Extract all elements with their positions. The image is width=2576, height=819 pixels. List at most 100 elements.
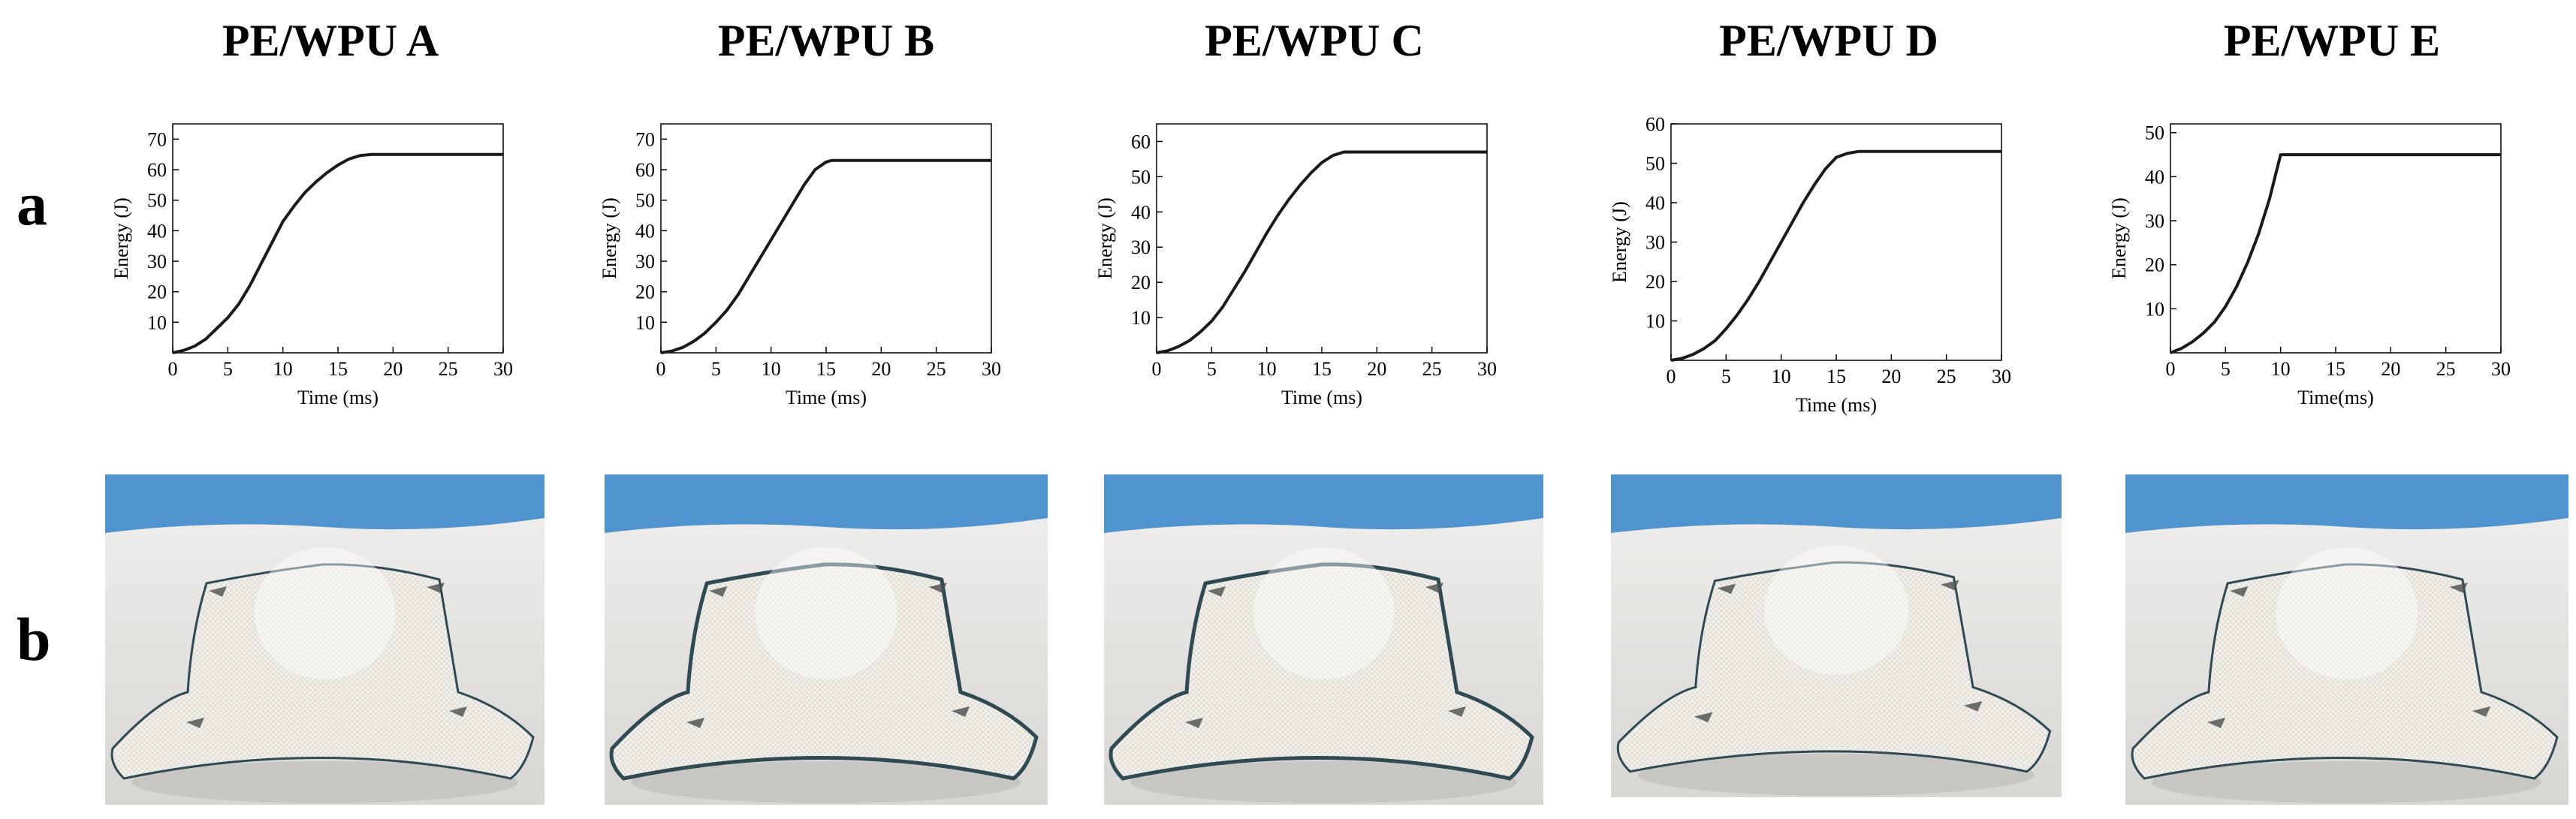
chart-e-energy-line <box>2170 153 2501 354</box>
chart-c-ytick-label-0: 10 <box>1131 307 1151 329</box>
chart-c-xlabel: Time (ms) <box>1281 387 1362 408</box>
chart-b-xtick-label-0: 0 <box>656 358 666 380</box>
chart-c-xtick-label-0: 0 <box>1152 358 1162 380</box>
chart-d-energy-line <box>1670 149 2001 362</box>
chart-b-xtick-label-5: 25 <box>927 358 946 380</box>
panel-title-a: PE/WPU A <box>222 16 439 65</box>
sample-photo-b <box>605 474 1048 805</box>
photo-a-clamp-mark-0 <box>209 586 227 597</box>
chart-a-ytick-label-1: 20 <box>147 282 167 303</box>
photo-d-shadow <box>1638 754 2035 796</box>
chart-b-xtick-label-6: 30 <box>982 358 1001 380</box>
photo-a-dome-highlight <box>254 547 396 679</box>
chart-c-frame <box>1156 123 1488 354</box>
chart-c-xtick-label-5: 25 <box>1422 358 1442 380</box>
chart-a-ytick-label-2: 30 <box>147 251 167 272</box>
chart-a-ylabel: Energy (J) <box>110 197 132 279</box>
chart-b-xtick-label-1: 5 <box>711 358 721 380</box>
chart-e-xtick-label-6: 30 <box>2491 358 2511 380</box>
energy-chart-d: 0 5 10 15 20 25 30 10 20 30 40 50 60 Time (ms) Energy … <box>1588 101 2011 424</box>
photo-b-fabric <box>609 562 1039 781</box>
chart-b-ylabel: Energy (J) <box>599 197 620 279</box>
panel-title-e: PE/WPU E <box>2223 16 2441 65</box>
row-label-a: a <box>17 170 47 238</box>
photo-a-shadow <box>131 761 518 803</box>
sample-photo-e-art <box>2125 474 2568 805</box>
photo-b-clamp-mark-1 <box>928 583 947 593</box>
energy-chart-d-svg: 0 5 10 15 20 25 30 10 20 30 40 50 60 Time (ms) Energy … <box>1609 113 2011 416</box>
photo-c-clamp-mark-2 <box>1185 718 1203 728</box>
energy-chart-a: 0 5 10 15 20 25 30 10 20 30 40 50 60 70 Time (ms) Energ… <box>90 101 513 417</box>
chart-a-xtick-label-2: 10 <box>273 358 293 380</box>
chart-d-ytick-label-5: 60 <box>1645 113 1665 135</box>
energy-chart-a-svg: 0 5 10 15 20 25 30 10 20 30 40 50 60 70 Time (ms) Energ… <box>110 123 513 408</box>
photo-e-fabric <box>2131 563 2559 780</box>
sample-photo-a-art <box>105 474 544 805</box>
photo-a-clamp-mark-3 <box>449 706 467 717</box>
sample-photo-c <box>1104 474 1543 805</box>
chart-e-xtick-label-5: 25 <box>2436 358 2456 380</box>
chart-a-ytick-label-0: 10 <box>147 312 167 333</box>
photo-c-clamp-mark-1 <box>1425 583 1443 593</box>
chart-e-xtick-label-1: 5 <box>2221 358 2231 380</box>
chart-b-ytick-label-5: 60 <box>635 159 655 181</box>
row-label-b: b <box>17 605 51 673</box>
chart-c-ytick-label-2: 30 <box>1131 236 1151 258</box>
sample-photo-d <box>1611 474 2062 797</box>
chart-b-ytick-label-6: 70 <box>635 128 655 150</box>
photo-e-clamp-mark-2 <box>2206 718 2226 728</box>
photo-c-shadow <box>1130 761 1517 803</box>
photo-c-dome-highlight <box>1253 547 1395 679</box>
chart-d-xtick-label-6: 30 <box>1992 366 2011 387</box>
chart-d-xtick-label-1: 5 <box>1721 366 1731 387</box>
photo-b-backdrop <box>605 474 1048 533</box>
photo-b-dome-highlight <box>755 547 897 679</box>
chart-d-ytick-label-2: 30 <box>1645 232 1665 254</box>
chart-c-energy-line <box>1156 150 1487 354</box>
chart-c-xtick-label-2: 10 <box>1257 358 1277 380</box>
panel-title-b: PE/WPU B <box>717 16 935 65</box>
photo-e-backdrop <box>2125 474 2568 533</box>
photo-e-shadow <box>2152 761 2542 803</box>
chart-c-ytick-label-4: 50 <box>1131 166 1151 188</box>
photo-d-clamp-mark-3 <box>1963 701 1983 712</box>
chart-a-ytick-label-4: 50 <box>147 190 167 212</box>
chart-b-xtick-label-2: 10 <box>762 358 781 380</box>
photo-e-clamp-mark-3 <box>2472 706 2491 717</box>
chart-a-frame <box>172 123 504 354</box>
chart-a-xtick-label-5: 25 <box>439 358 458 380</box>
energy-chart-b-svg: 0 5 10 15 20 25 30 10 20 30 40 50 60 70 Time (ms) Energ… <box>599 123 1001 408</box>
chart-d-xtick-label-4: 20 <box>1881 366 1901 387</box>
chart-e-ytick-label-4: 50 <box>2145 122 2164 144</box>
chart-b-ytick-label-4: 50 <box>635 190 655 212</box>
chart-d-ytick-label-0: 10 <box>1645 311 1665 333</box>
panel-title-c: PE/WPU C <box>1205 16 1424 65</box>
panel-title-d: PE/WPU D <box>1719 16 1938 65</box>
chart-e-ytick-label-2: 30 <box>2145 210 2164 232</box>
chart-b-ytick-label-3: 40 <box>635 220 655 242</box>
chart-a-xtick-label-4: 20 <box>383 358 403 380</box>
chart-d-xlabel: Time (ms) <box>1796 394 1877 416</box>
photo-e-dome-highlight <box>2276 547 2418 679</box>
photo-c-backdrop <box>1104 474 1543 533</box>
photo-d-clamp-mark-0 <box>1717 583 1736 595</box>
chart-c-ylabel: Energy (J) <box>1094 197 1116 279</box>
photo-c-clamp-mark-0 <box>1208 586 1226 597</box>
chart-a-xlabel: Time (ms) <box>297 387 379 408</box>
chart-e-ylabel: Energy (J) <box>2108 197 2130 279</box>
chart-c-xtick-label-4: 20 <box>1367 358 1386 380</box>
photo-b-clamp-mark-2 <box>686 718 705 728</box>
sample-photo-e <box>2125 474 2568 805</box>
photo-b-clamp-mark-0 <box>709 586 728 597</box>
photo-d-clamp-mark-1 <box>1941 580 1959 591</box>
chart-d-xtick-label-0: 0 <box>1667 366 1676 387</box>
chart-e-ytick-label-0: 10 <box>2145 298 2164 320</box>
chart-a-ytick-label-3: 40 <box>147 220 167 242</box>
chart-e-ytick-label-1: 20 <box>2145 254 2164 276</box>
chart-d-ytick-label-1: 20 <box>1645 271 1665 293</box>
photo-c-clamp-mark-3 <box>1448 706 1466 717</box>
chart-a-ytick-label-6: 70 <box>147 128 167 150</box>
chart-d-ytick-label-4: 50 <box>1645 153 1665 175</box>
chart-b-xtick-label-3: 15 <box>816 358 836 380</box>
chart-b-xlabel: Time (ms) <box>786 387 867 408</box>
